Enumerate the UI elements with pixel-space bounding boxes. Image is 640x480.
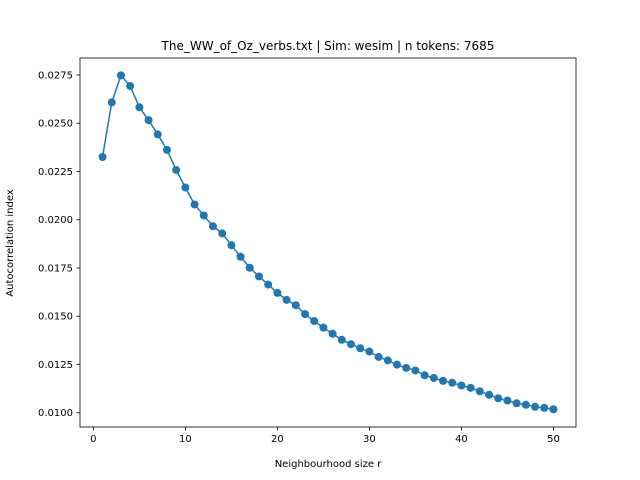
data-point (374, 352, 383, 361)
data-point (429, 373, 438, 382)
data-point (411, 366, 420, 375)
y-axis: 0.0100 0.0125 0.0150 0.0175 0.0200 0.0225 0.02… (38, 70, 80, 419)
data-point (162, 145, 171, 154)
data-point (337, 335, 346, 344)
data-point (116, 71, 125, 80)
data-point (466, 383, 475, 392)
data-point (218, 229, 227, 238)
y-axis-label: Autocorrelation index (5, 189, 16, 296)
data-point (365, 347, 374, 356)
data-point (319, 323, 328, 332)
axes-frame (79, 57, 577, 428)
data-point (475, 387, 484, 396)
data-point (328, 329, 337, 338)
data-point (181, 183, 190, 192)
y-tick-label: 0.0275 (38, 70, 73, 81)
y-tick-label: 0.0125 (38, 360, 73, 371)
x-tick-label: 20 (271, 434, 284, 445)
y-tick-label: 0.0100 (38, 408, 73, 419)
x-tick-label: 40 (455, 434, 468, 445)
data-point (448, 378, 457, 387)
x-tick-label: 10 (179, 434, 192, 445)
y-tick-label: 0.0175 (38, 263, 73, 274)
data-point (135, 103, 144, 112)
data-point (521, 400, 530, 409)
data-point (98, 153, 107, 161)
data-point (420, 371, 429, 380)
data-point (393, 360, 402, 369)
data-point (531, 402, 540, 411)
data-point (199, 211, 208, 220)
data-point (503, 396, 512, 405)
y-tick-label: 0.0150 (38, 312, 73, 323)
data-point (190, 200, 199, 209)
data-point (282, 295, 291, 304)
data-point (208, 222, 217, 231)
data-point (236, 252, 245, 261)
data-point (457, 381, 466, 390)
data-point (485, 390, 494, 399)
data-point (107, 98, 116, 107)
data-point (402, 363, 411, 372)
data-point (310, 317, 319, 326)
plot-area (98, 71, 558, 414)
data-point (144, 116, 153, 125)
x-axis: 0 10 20 30 40 50 (90, 427, 560, 445)
x-axis-label: Neighbourhood size r (275, 459, 383, 470)
data-point (549, 405, 558, 414)
data-point (347, 340, 356, 349)
data-point (291, 301, 300, 310)
x-tick-label: 50 (547, 434, 560, 445)
y-tick-label: 0.0225 (38, 167, 73, 178)
data-point (300, 310, 309, 319)
x-tick-label: 0 (90, 434, 96, 445)
y-tick-label: 0.0250 (38, 119, 73, 130)
chart-title: The_WW_of_Oz_verbs.txt | Sim: wesim | n … (161, 39, 495, 53)
data-point (512, 399, 521, 408)
data-point (126, 81, 135, 90)
data-point (153, 130, 162, 139)
data-point (254, 272, 263, 281)
data-point (494, 394, 503, 403)
x-tick-label: 30 (363, 434, 376, 445)
data-point (383, 356, 392, 365)
data-point (172, 165, 181, 174)
data-point (273, 288, 282, 297)
data-point (227, 241, 236, 250)
y-tick-label: 0.0200 (38, 215, 73, 226)
data-point (439, 376, 448, 385)
data-point (245, 263, 254, 272)
data-point (264, 280, 273, 289)
data-point (356, 344, 365, 353)
data-point (540, 403, 549, 412)
